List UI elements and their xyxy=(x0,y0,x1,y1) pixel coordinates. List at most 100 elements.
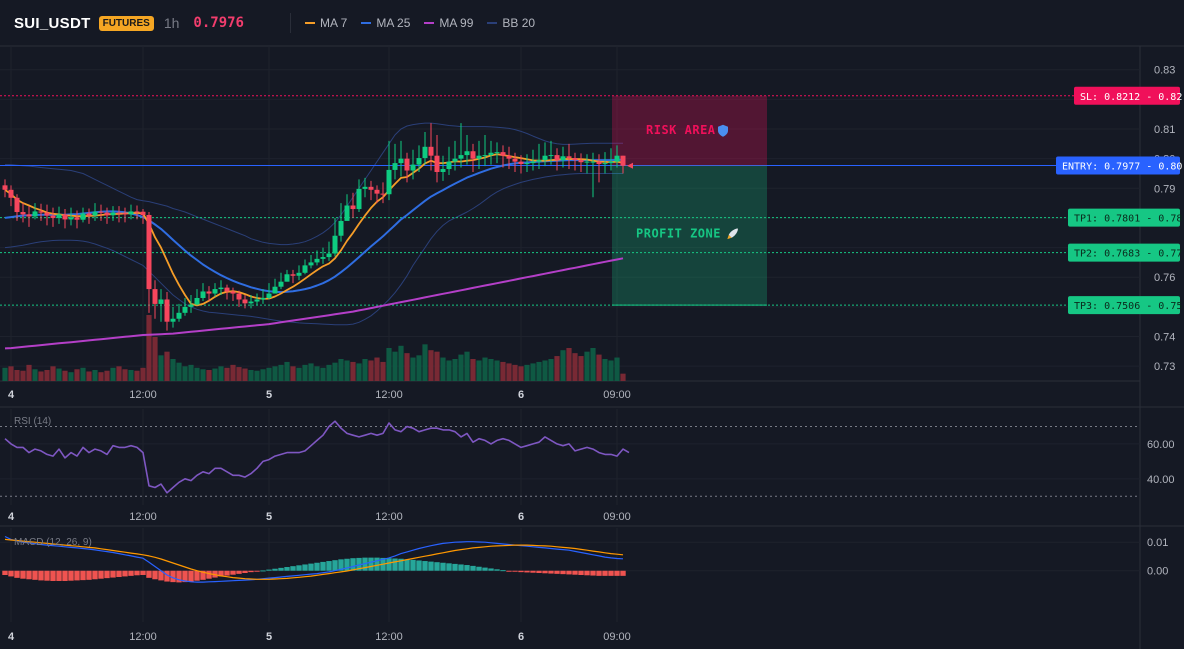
candle-body[interactable] xyxy=(386,169,392,195)
candle-body[interactable] xyxy=(8,189,14,198)
candle-body[interactable] xyxy=(218,287,224,290)
candle-body[interactable] xyxy=(494,152,500,154)
tp1-tag[interactable] xyxy=(1068,208,1180,227)
candle-body[interactable] xyxy=(176,312,182,319)
candle-body[interactable] xyxy=(194,297,200,305)
candle-body[interactable] xyxy=(554,155,560,161)
candle-body[interactable] xyxy=(92,211,98,216)
candle-body[interactable] xyxy=(128,211,134,215)
candle-body[interactable] xyxy=(236,293,242,300)
candle-body[interactable] xyxy=(182,306,188,313)
candle-body[interactable] xyxy=(98,211,104,213)
candle-body[interactable] xyxy=(464,151,470,156)
candle-body[interactable] xyxy=(212,289,218,294)
entry-tag[interactable] xyxy=(1056,156,1180,175)
tp2-tag[interactable] xyxy=(1068,243,1180,262)
candle-body[interactable] xyxy=(152,289,158,304)
candle-body[interactable] xyxy=(410,164,416,171)
candle-body[interactable] xyxy=(416,158,422,165)
candle-body[interactable] xyxy=(122,213,128,215)
candle-body[interactable] xyxy=(290,274,296,276)
candle-body[interactable] xyxy=(362,186,368,189)
candle-body[interactable] xyxy=(476,155,482,159)
candle-body[interactable] xyxy=(590,161,596,163)
candle-body[interactable] xyxy=(584,161,590,163)
candle-body[interactable] xyxy=(506,155,512,159)
tp3-tag[interactable] xyxy=(1068,296,1180,315)
candle-body[interactable] xyxy=(488,152,494,156)
candle-body[interactable] xyxy=(380,193,386,195)
candle-body[interactable] xyxy=(146,214,152,290)
sl-tag[interactable] xyxy=(1074,86,1180,105)
candle-body[interactable] xyxy=(356,188,362,210)
candle-body[interactable] xyxy=(452,158,458,162)
candle-body[interactable] xyxy=(170,318,176,322)
candle-body[interactable] xyxy=(140,211,146,215)
candle-body[interactable] xyxy=(548,155,554,157)
candle-body[interactable] xyxy=(74,217,80,220)
candle-body[interactable] xyxy=(326,253,332,258)
candle-body[interactable] xyxy=(266,293,272,298)
profit-zone-box[interactable] xyxy=(612,165,767,306)
candle-body[interactable] xyxy=(2,185,8,190)
candle-body[interactable] xyxy=(68,217,74,220)
candle-body[interactable] xyxy=(134,211,140,213)
candle-body[interactable] xyxy=(596,161,602,164)
candle-body[interactable] xyxy=(602,163,608,165)
legend-ma25[interactable]: MA 25 xyxy=(361,16,410,30)
candle-body[interactable] xyxy=(338,220,344,236)
candle-body[interactable] xyxy=(344,205,350,221)
candle-body[interactable] xyxy=(620,155,626,166)
candle-body[interactable] xyxy=(26,214,32,217)
candle-body[interactable] xyxy=(608,161,614,164)
candle-body[interactable] xyxy=(392,163,398,170)
candle-body[interactable] xyxy=(566,156,572,159)
candle-body[interactable] xyxy=(422,146,428,159)
candle-body[interactable] xyxy=(308,262,314,266)
candle-body[interactable] xyxy=(20,212,26,215)
candle-body[interactable] xyxy=(86,213,92,216)
candle-body[interactable] xyxy=(332,235,338,254)
candle-body[interactable] xyxy=(440,169,446,172)
candle-body[interactable] xyxy=(80,213,86,220)
candle-body[interactable] xyxy=(434,155,440,172)
legend-bb20[interactable]: BB 20 xyxy=(487,16,535,30)
candle-body[interactable] xyxy=(38,211,44,213)
candle-body[interactable] xyxy=(296,272,302,276)
candle-body[interactable] xyxy=(428,146,434,156)
candle-body[interactable] xyxy=(242,299,248,304)
candle-body[interactable] xyxy=(350,205,356,210)
candle-body[interactable] xyxy=(188,304,194,307)
candle-body[interactable] xyxy=(542,155,548,161)
risk-area-box[interactable] xyxy=(612,95,767,166)
candle-body[interactable] xyxy=(110,212,116,216)
candle-body[interactable] xyxy=(248,301,254,304)
candle-body[interactable] xyxy=(116,212,122,214)
candle-body[interactable] xyxy=(518,161,524,164)
candle-body[interactable] xyxy=(614,155,620,162)
candle-body[interactable] xyxy=(446,161,452,170)
candle-body[interactable] xyxy=(32,211,38,217)
candle-body[interactable] xyxy=(272,286,278,294)
candle-body[interactable] xyxy=(56,214,62,218)
candle-body[interactable] xyxy=(458,155,464,159)
candle-body[interactable] xyxy=(278,281,284,287)
candle-body[interactable] xyxy=(254,299,260,302)
candle-body[interactable] xyxy=(44,212,50,216)
candle-body[interactable] xyxy=(200,291,206,298)
candle-body[interactable] xyxy=(164,299,170,322)
candle-body[interactable] xyxy=(524,163,530,165)
candle-body[interactable] xyxy=(530,161,536,164)
candle-body[interactable] xyxy=(470,151,476,159)
candle-body[interactable] xyxy=(230,291,236,294)
candle-body[interactable] xyxy=(224,287,230,292)
candle-body[interactable] xyxy=(320,257,326,259)
symbol-title[interactable]: SUI_USDT xyxy=(14,14,91,32)
candle-body[interactable] xyxy=(62,214,68,220)
candle-body[interactable] xyxy=(284,274,290,282)
candle-body[interactable] xyxy=(158,299,164,304)
candle-body[interactable] xyxy=(260,297,266,300)
candle-body[interactable] xyxy=(368,186,374,190)
candle-body[interactable] xyxy=(482,155,488,157)
